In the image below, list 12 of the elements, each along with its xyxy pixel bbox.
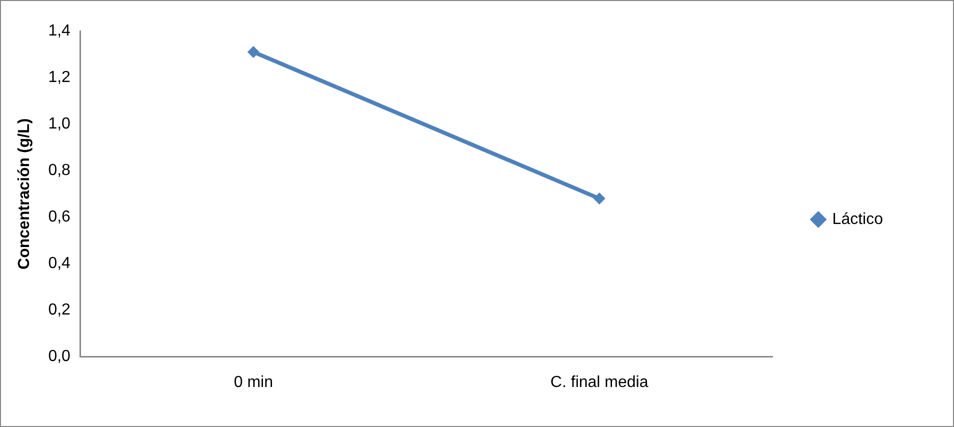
x-tick-label: C. final media xyxy=(550,374,648,391)
y-tick-label: 0,8 xyxy=(48,162,71,180)
y-tick-label: 0,6 xyxy=(48,208,71,226)
y-tick-label: 0,0 xyxy=(48,348,71,366)
y-tick-label: 1,4 xyxy=(48,22,71,40)
y-tick-label: 1,2 xyxy=(48,68,71,86)
y-axis-title: Concentración (g/L) xyxy=(16,118,34,270)
legend-label: Láctico xyxy=(832,210,884,228)
x-tick-label: 0 min xyxy=(234,374,273,391)
y-tick-label: 0,2 xyxy=(48,302,71,319)
y-tick-label: 1,0 xyxy=(48,115,71,132)
y-tick-label: 0,4 xyxy=(48,255,71,272)
